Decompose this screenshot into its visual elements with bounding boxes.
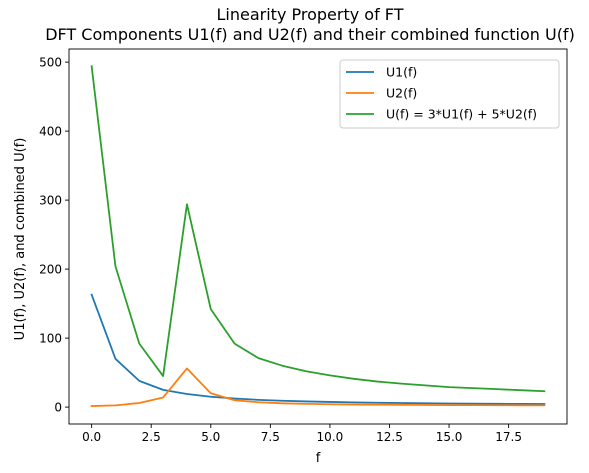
x-axis-label: f	[316, 451, 321, 466]
x-tick-label: 2.5	[142, 430, 161, 444]
x-tick-label: 15.0	[436, 430, 463, 444]
y-axis-label: U1(f), U2(f), and combined U(f)	[13, 138, 28, 341]
y-tick-label: 0	[54, 401, 62, 415]
legend-label-2: U2(f)	[386, 86, 417, 101]
chart-legend: U1(f) U2(f) U(f) = 3*U1(f) + 5*U2(f)	[340, 60, 559, 128]
y-tick-label: 200	[39, 263, 62, 277]
x-tick-label: 7.5	[261, 430, 280, 444]
legend-label-3: U(f) = 3*U1(f) + 5*U2(f)	[386, 107, 537, 122]
x-tick-label: 5.0	[201, 430, 220, 444]
legend-label-1: U1(f)	[386, 65, 417, 80]
y-tick-label: 500	[39, 56, 62, 70]
y-tick-label: 100	[39, 332, 62, 346]
y-tick-label: 400	[39, 125, 62, 139]
y-tick-label: 300	[39, 194, 62, 208]
x-tick-label: 10.0	[317, 430, 344, 444]
x-tick-label: 17.5	[495, 430, 522, 444]
chart-title: Linearity Property of FT	[217, 5, 404, 24]
x-tick-label: 0.0	[82, 430, 101, 444]
x-tick-label: 12.5	[376, 430, 403, 444]
chart-subtitle: DFT Components U1(f) and U2(f) and their…	[45, 25, 575, 44]
